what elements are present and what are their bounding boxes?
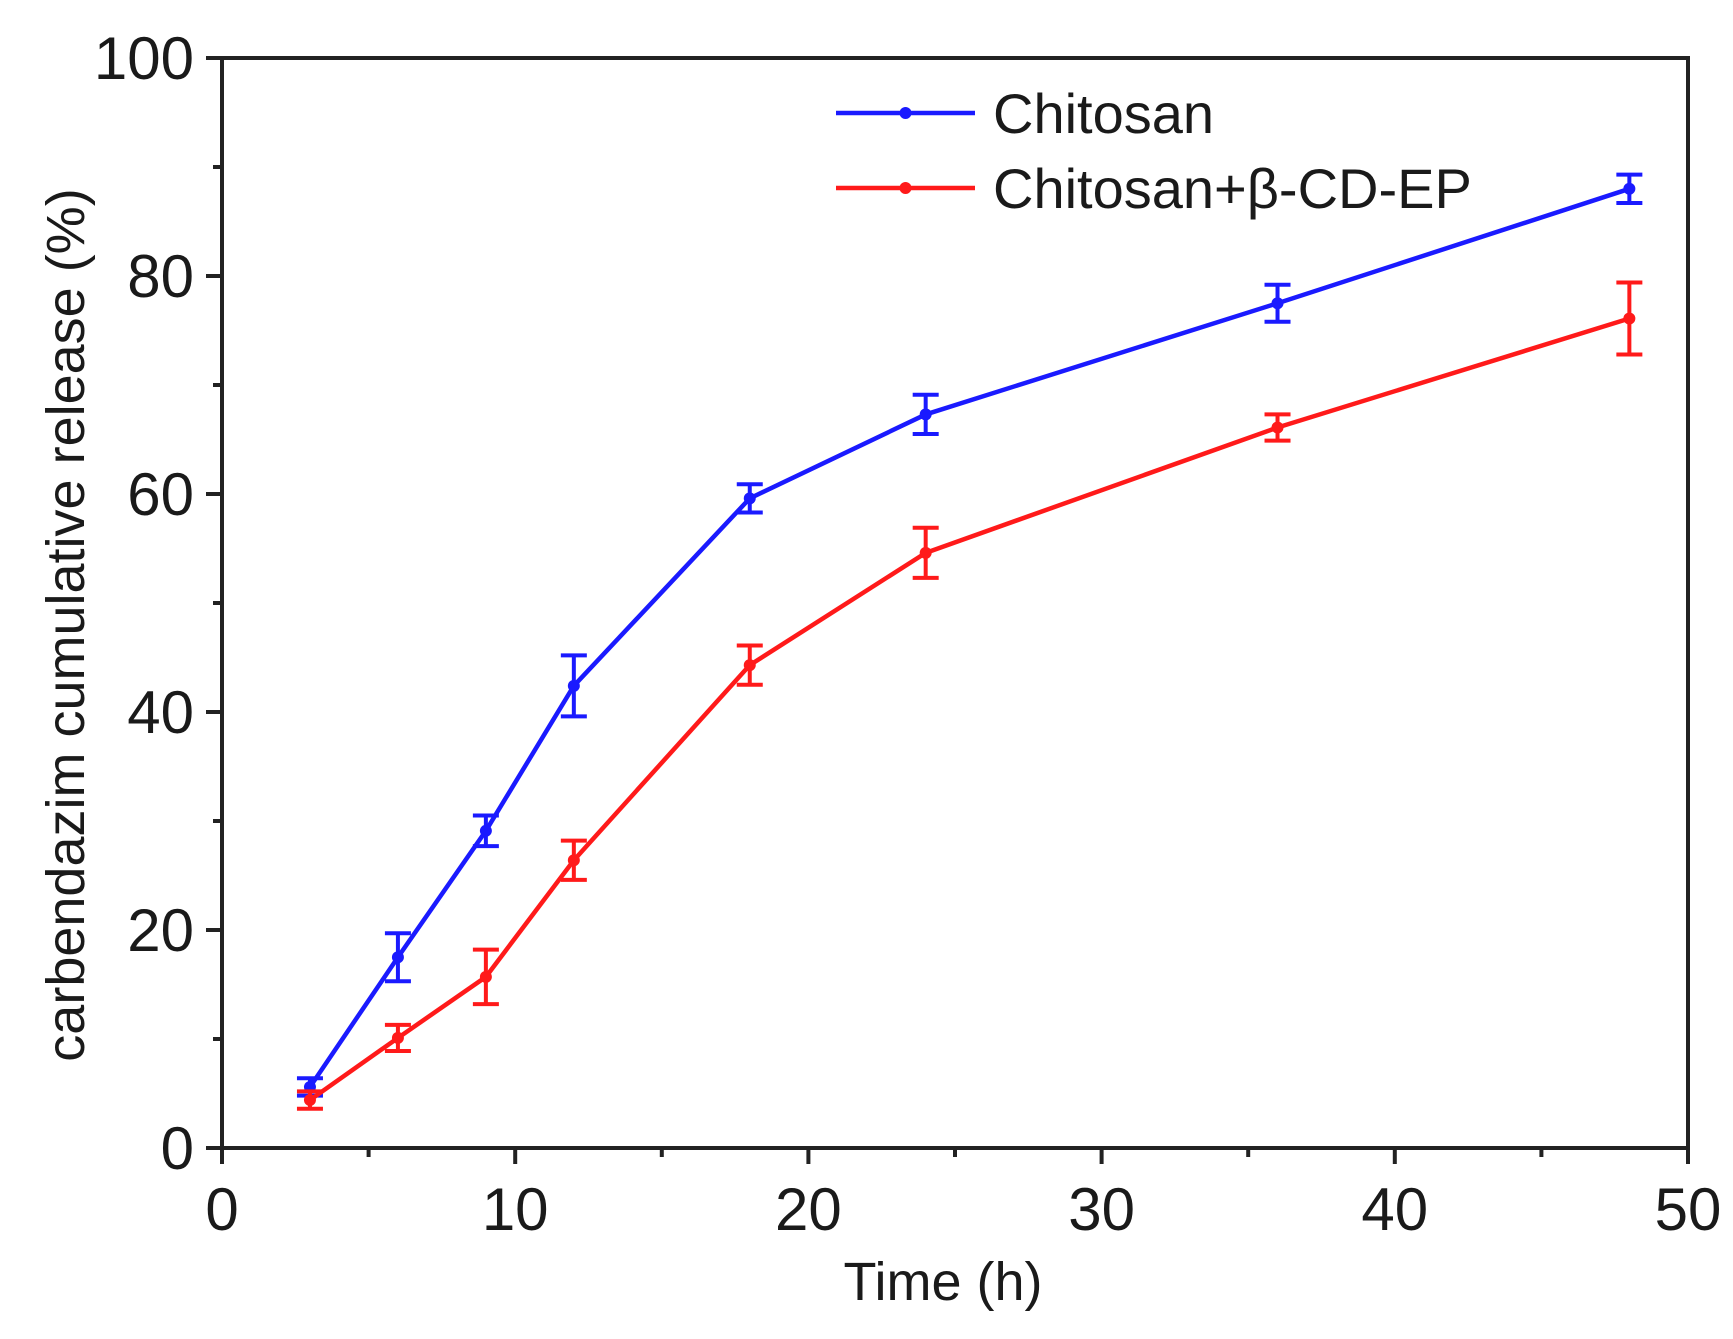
x-tick-label: 30 xyxy=(1068,1176,1135,1243)
data-point xyxy=(1623,182,1636,195)
x-axis-title: Time (h) xyxy=(844,1252,1043,1312)
series-line xyxy=(308,186,1631,1089)
legend-label: Chitosan+β-CD-EP xyxy=(993,157,1472,220)
legend-label: Chitosan xyxy=(993,82,1214,145)
data-point xyxy=(303,1094,316,1107)
data-point xyxy=(919,408,932,421)
data-point xyxy=(743,659,756,672)
y-axis: 0 20 40 60 80 100 xyxy=(94,25,222,1182)
y-tick-label: 60 xyxy=(127,461,194,528)
legend-marker xyxy=(899,182,912,194)
data-point xyxy=(567,854,580,867)
series-2 xyxy=(296,280,1643,1111)
y-axis-title: carbendazim cumulative release (%) xyxy=(36,188,96,1061)
series-layer xyxy=(296,172,1643,1111)
y-tick-label: 0 xyxy=(161,1115,194,1182)
series-line xyxy=(308,316,1631,1102)
x-tick-label: 40 xyxy=(1361,1176,1428,1243)
data-point xyxy=(479,824,492,837)
data-point xyxy=(1271,297,1284,310)
plot-frame xyxy=(220,56,1690,1150)
data-point xyxy=(391,1031,404,1044)
y-tick-label: 20 xyxy=(127,897,194,964)
data-point xyxy=(919,546,932,559)
y-tick-label: 40 xyxy=(127,679,194,746)
data-point xyxy=(391,951,404,964)
data-point xyxy=(743,492,756,505)
y-tick-label: 100 xyxy=(94,25,194,92)
data-point xyxy=(567,679,580,692)
x-tick-label: 0 xyxy=(205,1176,238,1243)
legend-item-1: Chitosan xyxy=(836,82,1214,145)
x-tick-label: 20 xyxy=(775,1176,842,1243)
x-tick-label: 50 xyxy=(1655,1176,1722,1243)
data-point xyxy=(479,970,492,983)
x-tick-label: 10 xyxy=(482,1176,549,1243)
legend: Chitosan Chitosan+β-CD-EP xyxy=(836,82,1472,220)
legend-item-2: Chitosan+β-CD-EP xyxy=(836,157,1472,220)
x-axis: 0 10 20 30 40 50 xyxy=(205,1148,1721,1243)
series-1 xyxy=(296,172,1643,1098)
data-point xyxy=(1271,421,1284,434)
plot-border xyxy=(220,56,1690,1150)
y-tick-label: 80 xyxy=(127,243,194,310)
data-point xyxy=(1623,312,1636,325)
legend-marker xyxy=(899,107,912,119)
